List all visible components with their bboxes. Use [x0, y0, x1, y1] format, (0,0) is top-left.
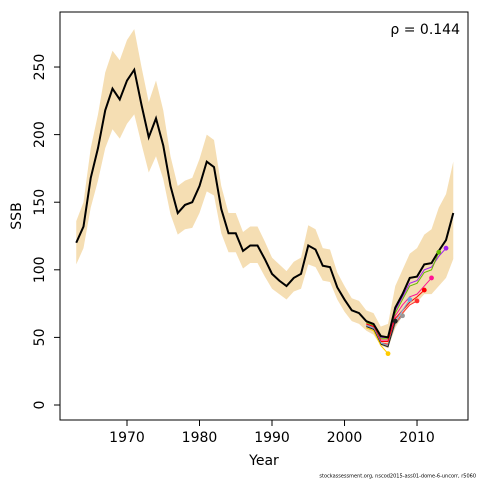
retro-end-point [414, 298, 420, 304]
y-tick-label: 50 [32, 328, 48, 346]
retro-line [366, 327, 389, 354]
retro-line [366, 289, 425, 342]
x-tick-label: 1970 [109, 430, 145, 446]
main-line [75, 67, 455, 339]
confidence-band [76, 29, 454, 349]
retro-end-point [421, 287, 427, 293]
y-tick-label: 250 [32, 54, 48, 81]
retro-end-point [407, 297, 413, 302]
x-tick-label: 2010 [399, 430, 435, 446]
plot-frame [59, 11, 469, 421]
y-axis-label: SSB [9, 202, 25, 229]
x-axis-label: Year [248, 453, 279, 469]
x-tick-label: 1980 [182, 430, 218, 446]
y-tick-label: 0 [32, 401, 48, 410]
retro-end-point [385, 351, 391, 357]
y-tick-label: 150 [32, 189, 48, 216]
retro-end-point [429, 275, 434, 281]
y-tick-label: 200 [32, 121, 48, 148]
annotation: ρ = 0.144 [390, 22, 460, 38]
retro-line [366, 321, 396, 348]
y-tick-label: 100 [32, 256, 48, 283]
x-tick-label: 2000 [327, 430, 363, 446]
retro-end-point [443, 245, 449, 251]
x-tick-label: 1990 [254, 430, 290, 446]
retro-end-point [436, 249, 442, 255]
footer: stockassessment.org, nscod2015-ass01-dom… [319, 474, 476, 480]
retro-end-point [400, 313, 405, 319]
retro-line [366, 252, 440, 340]
retro-end-point [392, 318, 398, 324]
